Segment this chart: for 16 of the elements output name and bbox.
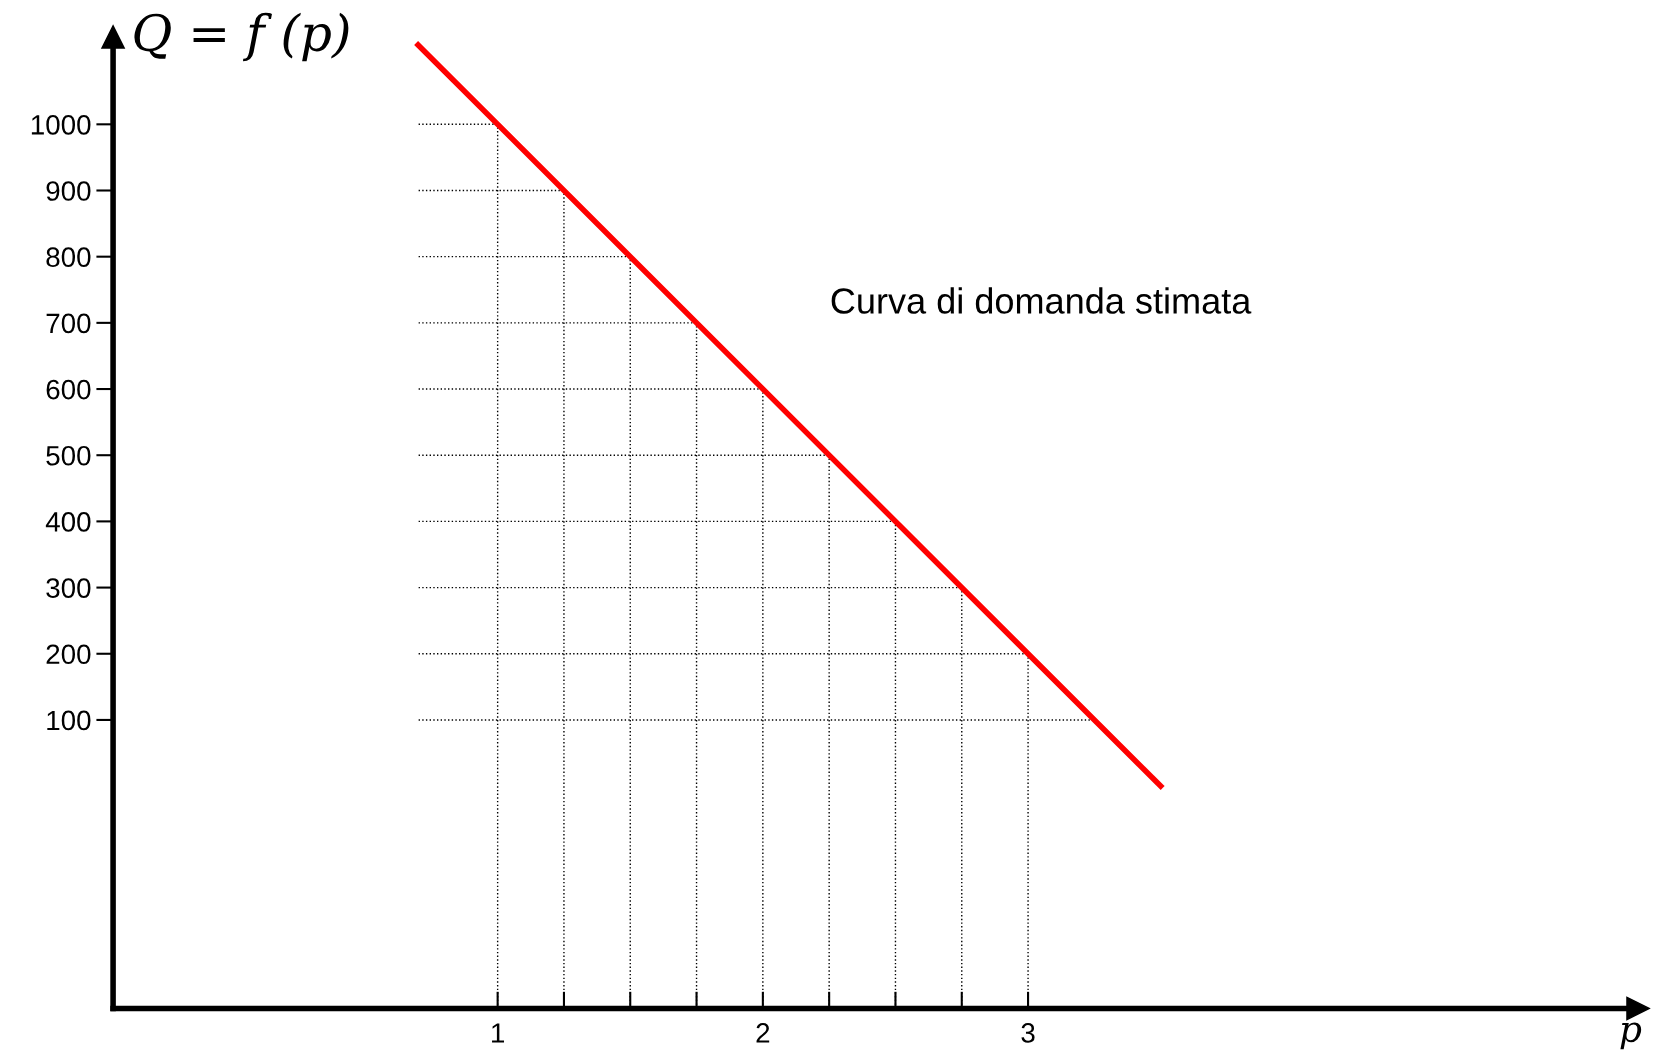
y-tick-label: 1000 bbox=[31, 114, 91, 135]
x-axis-title: p bbox=[1620, 1022, 1642, 1050]
x-tick-label: 1 bbox=[492, 1023, 505, 1043]
annotation: Curva di domanda stimata bbox=[831, 287, 1252, 314]
x-tick-label: 2 bbox=[756, 1023, 770, 1043]
y-tick-label: 100 bbox=[47, 710, 91, 731]
y-tick-label: 500 bbox=[46, 445, 91, 466]
y-tick-label: 700 bbox=[46, 313, 91, 334]
y-axis-title: Q = f (p) bbox=[134, 12, 349, 62]
y-tick-label: 200 bbox=[46, 644, 91, 665]
y-tick-label: 400 bbox=[45, 512, 91, 532]
y-tick-label: 800 bbox=[46, 247, 91, 268]
y-tick-label: 600 bbox=[46, 379, 91, 400]
y-tick-label: 300 bbox=[46, 578, 91, 598]
x-tick-label: 3 bbox=[1021, 1023, 1035, 1043]
y-tick-label: 900 bbox=[46, 181, 91, 201]
